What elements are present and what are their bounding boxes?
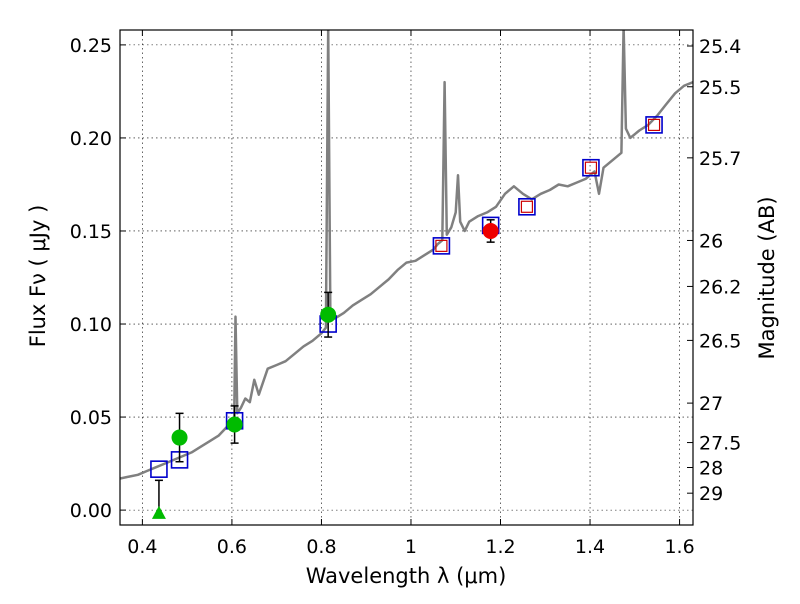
observed-point bbox=[482, 222, 499, 239]
grid-lines bbox=[120, 30, 693, 525]
right-tick-label: 27 bbox=[699, 393, 723, 415]
right-tick-label: 26.5 bbox=[699, 330, 741, 352]
x-tick-label: 1.2 bbox=[485, 536, 515, 558]
right-tick-label: 26.2 bbox=[699, 276, 741, 298]
y-axis-right-title: Magnitude (AB) bbox=[755, 196, 779, 359]
observed-point bbox=[171, 429, 188, 446]
model-photometry-square bbox=[582, 158, 600, 177]
x-tick-label: 1.4 bbox=[575, 536, 605, 558]
y-tick-label: 0.25 bbox=[70, 35, 112, 57]
y-axis-title: Flux Fν ( μJy ) bbox=[26, 205, 50, 348]
red-square-marker bbox=[647, 118, 661, 132]
plot-frame bbox=[119, 29, 694, 526]
upper-limit-triangle bbox=[151, 505, 166, 519]
spectrum-line bbox=[120, 30, 693, 480]
red-square-marker bbox=[520, 200, 534, 213]
observed-point bbox=[320, 306, 337, 323]
right-tick-label: 27.5 bbox=[699, 433, 741, 455]
marker-layer bbox=[150, 116, 663, 519]
x-tick-label: 1.6 bbox=[664, 536, 694, 558]
y-tick-label: 0.00 bbox=[70, 500, 112, 522]
model-photometry-square bbox=[518, 197, 536, 216]
y-tick-label: 0.15 bbox=[70, 221, 112, 243]
right-tick-label: 28 bbox=[699, 457, 723, 479]
y-tick-label: 0.05 bbox=[70, 407, 112, 429]
right-tick-label: 25.7 bbox=[699, 148, 741, 170]
spectrum-layer bbox=[120, 30, 693, 480]
x-tick-label: 0.4 bbox=[127, 536, 157, 558]
y-tick-label: 0.10 bbox=[70, 314, 112, 336]
x-tick-label: 0.6 bbox=[217, 536, 247, 558]
right-tick-label: 26 bbox=[699, 230, 723, 252]
right-tick-label: 29 bbox=[699, 483, 723, 505]
right-tick-label: 25.5 bbox=[699, 77, 741, 99]
right-tick-label: 25.4 bbox=[699, 36, 741, 58]
model-photometry-square bbox=[432, 237, 451, 255]
x-tick-label: 1 bbox=[405, 536, 417, 558]
red-square-marker bbox=[435, 239, 448, 252]
observed-point bbox=[226, 416, 243, 433]
axis-ticks: 0.4 0.6 0.8 1 1.2 1.4 1.6 0.00 0.05 0.10 0.15 0.20 0… bbox=[70, 30, 741, 558]
x-tick-label: 0.8 bbox=[306, 536, 336, 558]
red-square-marker bbox=[584, 161, 598, 174]
model-photometry-square bbox=[150, 460, 168, 478]
model-photometry-square bbox=[645, 116, 663, 134]
x-axis-title: Wavelength λ (μm) bbox=[306, 564, 507, 588]
y-tick-label: 0.20 bbox=[70, 128, 112, 150]
